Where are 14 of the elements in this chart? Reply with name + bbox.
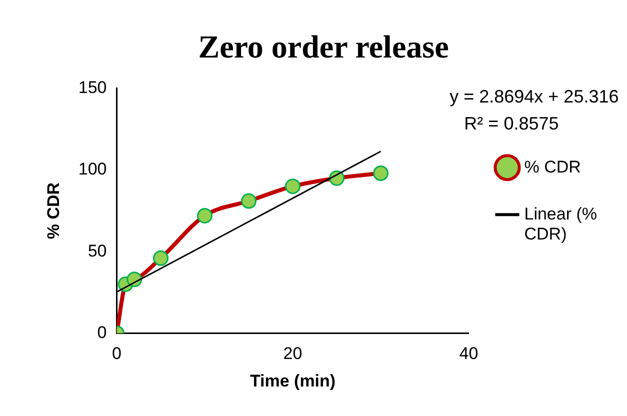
x-tick-label: 0	[112, 344, 122, 364]
y-tick-label: 100	[78, 160, 107, 179]
y-tick-label: 150	[78, 78, 107, 98]
x-tick-label: 40	[459, 344, 478, 364]
legend-label: Linear (% CDR)	[524, 204, 598, 244]
annotation: y = 2.8694x + 25.316	[450, 86, 619, 106]
y-axis-title: % CDR	[44, 182, 63, 240]
chart-title: Zero order release	[198, 28, 449, 64]
y-tick-label: 0	[97, 322, 107, 342]
legend-label: % CDR	[524, 157, 581, 176]
x-tick-label: 20	[283, 344, 302, 364]
x-axis-title: Time (min)	[250, 371, 336, 390]
annotation: R² = 0.8575	[464, 113, 559, 134]
y-tick-label: 50	[88, 241, 107, 260]
